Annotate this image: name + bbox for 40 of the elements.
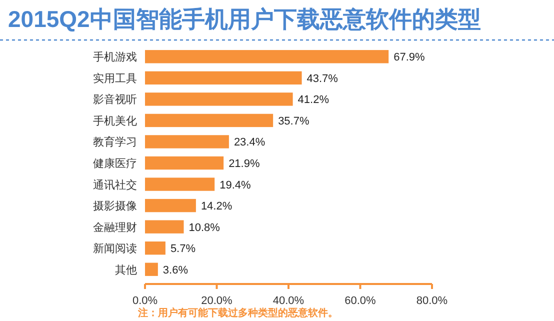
data-label: 10.8%: [188, 222, 220, 234]
bar: [145, 178, 215, 191]
data-label: 5.7%: [170, 243, 196, 256]
data-label: 21.9%: [228, 158, 260, 170]
x-tick-label: 20.0%: [201, 295, 233, 307]
bar: [145, 71, 302, 85]
y-tick-label: 摄影摄像: [93, 200, 137, 213]
data-label: 23.4%: [234, 136, 266, 149]
bar: [145, 241, 166, 255]
y-tick-label: 新闻阅读: [93, 242, 137, 256]
y-tick-label: 手机游戏: [93, 50, 137, 64]
bar: [145, 198, 196, 212]
chart-title: 2015Q2中国智能手机用户下载恶意软件的类型: [8, 6, 481, 32]
data-label: 19.4%: [220, 179, 252, 192]
data-label: 41.2%: [298, 94, 330, 106]
y-tick-label: 手机美化: [93, 114, 137, 128]
x-tick-label: 40.0%: [272, 295, 304, 307]
bar: [145, 135, 229, 148]
data-label: 67.9%: [394, 52, 425, 64]
data-label: 3.6%: [162, 264, 188, 276]
bar: [145, 262, 158, 276]
bar: [145, 92, 293, 106]
bar: [145, 114, 274, 128]
y-tick-label: 健康医疗: [93, 157, 137, 170]
data-label: 35.7%: [278, 115, 310, 128]
y-tick-label: 其他: [115, 263, 137, 276]
y-tick-label: 教育学习: [93, 136, 137, 149]
bar: [145, 50, 389, 64]
text: 注：用户有可能下载过多种类型的恶意软件。: [137, 307, 338, 319]
bar: [145, 220, 184, 234]
data-label: 43.7%: [306, 72, 338, 85]
data-label: 14.2%: [200, 200, 232, 213]
y-tick-label: 影音视听: [93, 93, 137, 106]
bar: [145, 156, 224, 170]
x-tick-label: 60.0%: [344, 295, 376, 307]
x-tick-label: 0.0%: [132, 295, 158, 307]
y-tick-label: 实用工具: [93, 72, 137, 85]
y-tick-label: 金融理财: [93, 220, 137, 234]
x-tick-label: 80.0%: [416, 295, 448, 307]
y-tick-label: 通讯社交: [93, 178, 137, 192]
